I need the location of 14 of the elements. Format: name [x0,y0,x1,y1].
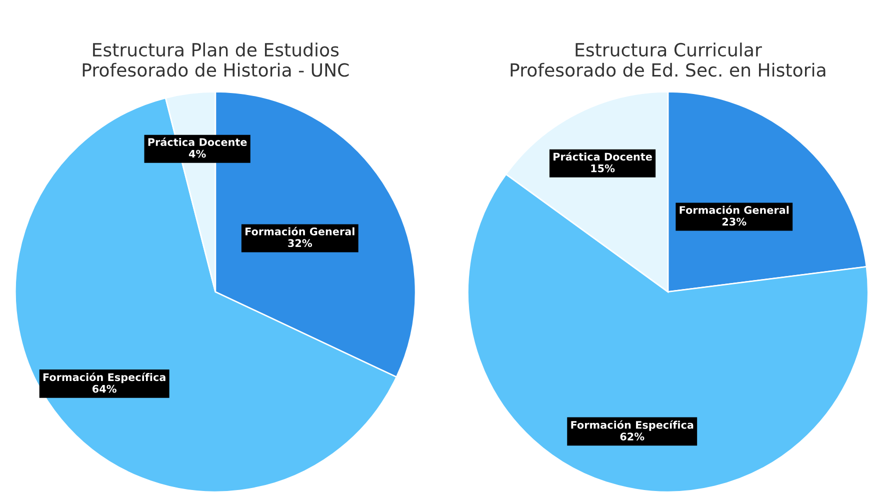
slice-label: Práctica Docente [554,152,652,161]
slice-label: Formación General [680,205,789,214]
data-label: 15% [591,164,615,172]
chart-title: Estructura Curricular Profesorado de Ed. Sec. en Historia [510,42,826,77]
slice-label: Formación General [246,226,354,236]
data-label: 64% [92,384,116,393]
data-label: 4% [188,150,206,158]
data-label: 23% [722,218,746,226]
slice-label: Formación Específica [571,420,694,431]
slice-label: Práctica Docente [148,138,247,146]
chart-title: Estructura Plan de Estudios Profesorado de Historia - UNC [82,42,349,77]
data-label: 32% [288,239,312,248]
data-label: 62% [620,432,644,440]
slice-label: Formación Específica [43,372,166,384]
